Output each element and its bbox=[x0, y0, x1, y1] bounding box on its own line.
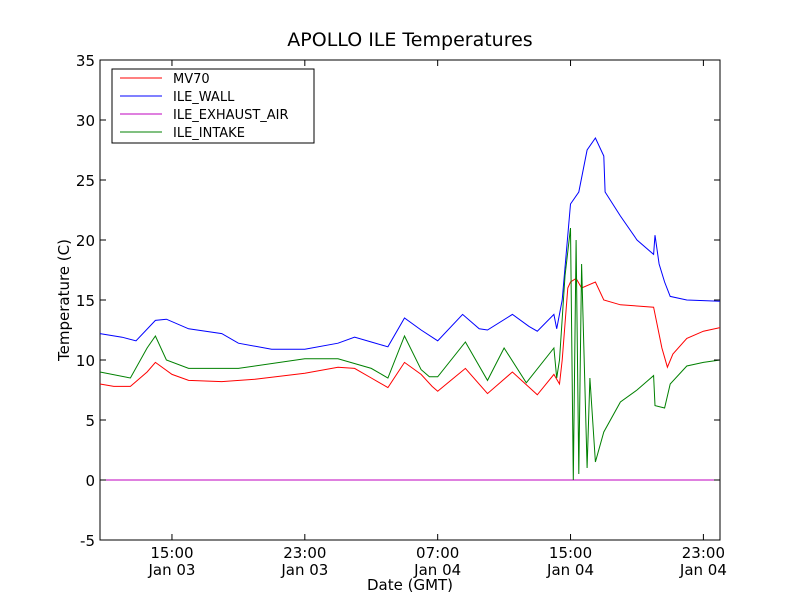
x-tick-label-date: Jan 03 bbox=[147, 561, 195, 579]
series-line-mv70 bbox=[99, 277, 721, 396]
x-tick-label-date: Jan 04 bbox=[679, 561, 727, 579]
y-tick-label: 25 bbox=[76, 172, 95, 190]
y-tick-label: 10 bbox=[76, 352, 95, 370]
y-tick-label: 30 bbox=[76, 112, 95, 130]
x-tick-label-time: 23:00 bbox=[283, 544, 326, 562]
x-tick-label-date: Jan 04 bbox=[413, 561, 461, 579]
y-tick-label: 0 bbox=[85, 472, 95, 490]
y-tick-label: -5 bbox=[80, 532, 95, 550]
x-tick-label-time: 07:00 bbox=[416, 544, 459, 562]
legend-label: ILE_WALL bbox=[173, 90, 235, 105]
x-tick-label-date: Jan 04 bbox=[546, 561, 594, 579]
y-tick-label: 5 bbox=[85, 412, 95, 430]
chart-title: APOLLO ILE Temperatures bbox=[287, 29, 532, 51]
legend: MV70 ILE_WALL ILE_EXHAUST_AIR ILE_INTAKE bbox=[111, 68, 315, 144]
x-tick-label-date: Jan 03 bbox=[280, 561, 328, 579]
series-group bbox=[99, 136, 721, 481]
legend-label: ILE_INTAKE bbox=[173, 126, 245, 141]
legend-label: MV70 bbox=[173, 72, 210, 87]
y-tick-label: 15 bbox=[76, 292, 95, 310]
y-tick-label: 20 bbox=[76, 232, 95, 250]
x-axis-label: Date (GMT) bbox=[367, 576, 453, 594]
x-tick-label-time: 15:00 bbox=[150, 544, 193, 562]
x-tick-label-time: 15:00 bbox=[549, 544, 592, 562]
legend-label: ILE_EXHAUST_AIR bbox=[173, 108, 289, 123]
x-tick-label-time: 23:00 bbox=[682, 544, 725, 562]
y-axis-label: Temperature (C) bbox=[55, 239, 73, 362]
series-line-ile-wall bbox=[99, 136, 721, 350]
y-tick-label: 35 bbox=[76, 52, 95, 70]
series-line-ile-intake bbox=[99, 227, 721, 481]
legend-box bbox=[111, 68, 315, 144]
